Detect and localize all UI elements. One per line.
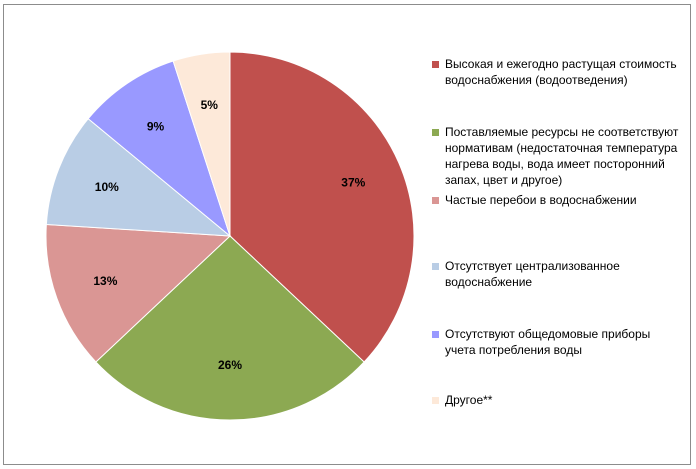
pie-slice-high-cost (229, 51, 415, 363)
legend-label: Другое** (445, 393, 493, 407)
data-label-no-meters: 9% (147, 119, 165, 133)
pie-slice-nonconforming-resources (95, 235, 365, 421)
legend-label: Отсутствует централизованное водоснабжен… (445, 259, 620, 289)
pie-slice-other (172, 51, 231, 237)
legend-swatch (432, 197, 439, 204)
pie-slice-frequent-interruptions (45, 223, 232, 363)
data-label-high-cost: 37% (341, 176, 365, 190)
pie-slice-no-meters (87, 60, 232, 238)
legend-label: Частые перебои в водоснабжении (445, 193, 637, 207)
legend-swatch (432, 331, 439, 338)
data-label-nonconforming-resources: 26% (218, 358, 242, 372)
data-label-frequent-interruptions: 13% (93, 274, 117, 288)
data-label-other: 5% (201, 98, 219, 112)
pie-slice-no-central-supply (45, 118, 232, 237)
data-label-no-central-supply: 10% (95, 180, 119, 194)
legend-swatch (432, 129, 439, 136)
legend-swatch (432, 61, 439, 68)
legend-label: Высокая и ежегодно растущая стоимость во… (445, 57, 677, 87)
legend-swatch (432, 263, 439, 270)
legend-label: Поставляемые ресурсы не соответствуют но… (445, 125, 679, 187)
legend-swatch (432, 397, 439, 404)
legend-label: Отсутствуют общедомовые приборы учета по… (445, 327, 651, 357)
